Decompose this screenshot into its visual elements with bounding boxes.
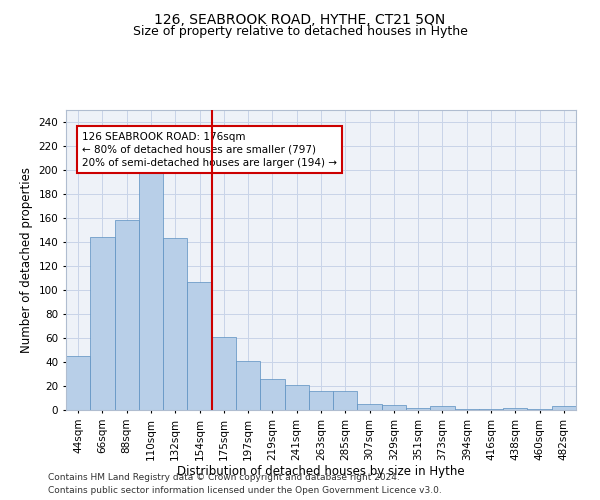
Bar xyxy=(309,391,333,410)
Bar xyxy=(527,409,552,410)
Text: 126, SEABROOK ROAD, HYTHE, CT21 5QN: 126, SEABROOK ROAD, HYTHE, CT21 5QN xyxy=(154,12,446,26)
Bar xyxy=(430,406,455,410)
Bar xyxy=(552,406,576,410)
Bar xyxy=(212,337,236,410)
Y-axis label: Number of detached properties: Number of detached properties xyxy=(20,167,33,353)
Bar xyxy=(382,405,406,410)
Bar xyxy=(236,361,260,410)
X-axis label: Distribution of detached houses by size in Hythe: Distribution of detached houses by size … xyxy=(177,466,465,478)
Bar xyxy=(455,409,479,410)
Text: Contains HM Land Registry data © Crown copyright and database right 2024.: Contains HM Land Registry data © Crown c… xyxy=(48,474,400,482)
Bar xyxy=(115,220,139,410)
Bar xyxy=(66,356,90,410)
Bar xyxy=(406,408,430,410)
Bar xyxy=(333,391,358,410)
Bar xyxy=(358,404,382,410)
Bar xyxy=(163,238,187,410)
Bar xyxy=(90,237,115,410)
Bar xyxy=(284,385,309,410)
Bar xyxy=(187,282,212,410)
Bar xyxy=(503,408,527,410)
Bar xyxy=(260,379,284,410)
Text: Size of property relative to detached houses in Hythe: Size of property relative to detached ho… xyxy=(133,25,467,38)
Bar xyxy=(139,166,163,410)
Text: 126 SEABROOK ROAD: 176sqm
← 80% of detached houses are smaller (797)
20% of semi: 126 SEABROOK ROAD: 176sqm ← 80% of detac… xyxy=(82,132,337,168)
Bar xyxy=(479,409,503,410)
Text: Contains public sector information licensed under the Open Government Licence v3: Contains public sector information licen… xyxy=(48,486,442,495)
